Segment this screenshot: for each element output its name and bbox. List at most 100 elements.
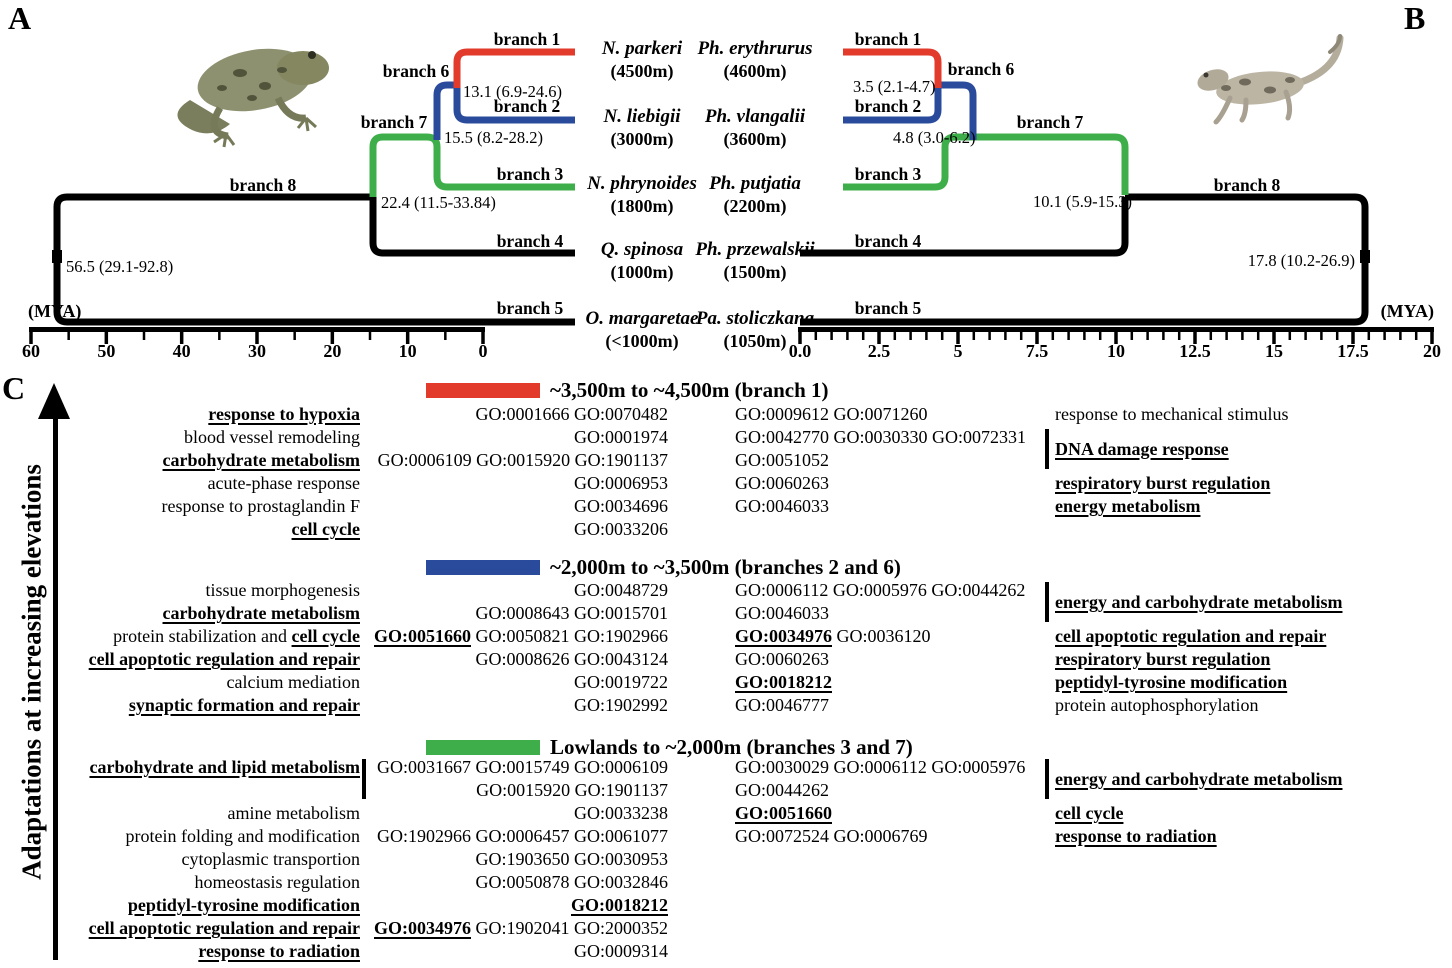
frog-photo xyxy=(177,48,329,148)
emphasized-term: carbohydrate metabolism xyxy=(162,603,360,623)
elevation-color-swatch xyxy=(426,383,540,398)
plain-term: cytoplasmic transportion xyxy=(181,849,360,869)
species-label-b-4: Ph. przewalskii (1500m) xyxy=(670,239,840,283)
go-category-label: tissue morphogenesis xyxy=(58,579,361,602)
species-elevation: (3600m) xyxy=(723,129,787,149)
go-codes-mid: GO:0046777 xyxy=(735,694,1047,717)
elevation-group-title: ~2,000m to ~3,500m (branches 2 and 6) xyxy=(550,555,901,579)
go-category-label-right: energy and carbohydrate metabolism xyxy=(1055,591,1452,614)
go-category-label: acute-phase response xyxy=(58,472,360,495)
plain-term: protein autophosphorylation xyxy=(1055,695,1259,715)
tree-b-axis-minor-tick xyxy=(925,332,928,340)
tree-b-axis-minor-tick xyxy=(1146,332,1149,340)
tree-b-axis-major-tick xyxy=(1430,332,1434,344)
tree-b-axis-tick-label: 7.5 xyxy=(1026,341,1049,361)
go-codes-left: GO:0031667 GO:0015749 GO:0006109 xyxy=(368,756,668,779)
go-category-label-right: energy metabolism xyxy=(1055,495,1452,518)
go-codes-left: GO:0008643 GO:0015701 xyxy=(368,602,669,625)
go-category-label: response to prostaglandin F xyxy=(58,495,360,518)
emphasized-term: response to radiation xyxy=(198,941,360,961)
tree-b-branch-7-label: branch 7 xyxy=(1017,112,1084,132)
species-name: Q. spinosa xyxy=(600,239,684,260)
tree-a-axis-tick-label: 0 xyxy=(479,341,488,361)
tree-b-axis-minor-tick xyxy=(1320,332,1323,340)
plain-term: acute-phase response xyxy=(207,473,360,493)
emphasized-term: energy and carbohydrate metabolism xyxy=(1055,768,1343,789)
emphasized-term: respiratory burst regulation xyxy=(1055,649,1271,669)
tree-b-axis-major-tick xyxy=(1035,332,1039,344)
plain-term: GO:0046033 xyxy=(735,603,829,623)
go-category-label: cell apoptotic regulation and repair xyxy=(58,917,360,940)
tree-b-axis-minor-tick xyxy=(1225,332,1228,340)
species-elevation: (1500m) xyxy=(723,262,787,282)
tree-a-axis-tick-label: 60 xyxy=(22,341,40,361)
emphasized-term: cell apoptotic regulation and repair xyxy=(88,918,360,938)
plain-term: GO:0033206 xyxy=(574,519,668,539)
tree-a-axis-minor-tick xyxy=(293,332,296,340)
species-label-b-2: Ph. vlangalii (3600m) xyxy=(670,106,840,150)
emphasized-term: cell cycle xyxy=(291,519,360,539)
emphasized-term: cell apoptotic regulation and repair xyxy=(88,649,360,669)
tree-b-axis-minor-tick xyxy=(893,332,897,340)
plain-term: GO:0050821 GO:1902966 xyxy=(471,626,669,646)
go-codes-left: GO:0034976 GO:1902041 GO:2000352 xyxy=(368,917,668,940)
emphasized-term: carbohydrate and lipid metabolism xyxy=(89,757,360,777)
tree-b-axis-minor-tick xyxy=(1098,332,1102,340)
plain-term: calcium mediation xyxy=(226,672,360,692)
species-elevation: (2200m) xyxy=(723,196,787,216)
plain-term: GO:0050878 GO:0032846 xyxy=(475,872,669,892)
species-elevation: (1050m) xyxy=(723,331,787,351)
tree-a-axis-line xyxy=(29,327,485,332)
go-codes-left: GO:0018212 xyxy=(368,894,668,917)
tree-b-axis-minor-tick xyxy=(909,332,912,340)
tree-a-axis-major-tick xyxy=(104,332,109,344)
species-name: Ph. erythrurus xyxy=(697,38,813,59)
tree-a-branch-6-label: branch 6 xyxy=(383,61,450,81)
go-category-label-right: response to mechanical stimulus xyxy=(1055,403,1452,426)
go-category-label: synaptic formation and repair xyxy=(58,694,360,717)
go-codes-mid: GO:0051052 xyxy=(735,449,1047,472)
tree-b-axis-minor-tick xyxy=(1399,332,1402,340)
elevation-axis-label: Adaptations at increasing elevations xyxy=(16,464,47,880)
tree-b-branch-8-label: branch 8 xyxy=(1214,175,1281,195)
go-codes-left: GO:0001666 GO:0070482 xyxy=(368,403,669,426)
plain-term: GO:0072524 GO:0006769 xyxy=(735,826,928,846)
plain-term: GO:1903650 GO:0030953 xyxy=(475,849,669,869)
emphasized-term: GO:0034976 xyxy=(735,626,832,646)
plain-term: GO:0048729 xyxy=(574,580,668,600)
plain-term: tissue morphogenesis xyxy=(205,580,361,600)
go-codes-left: GO:0034696 xyxy=(368,495,668,518)
tree-b-axis-line xyxy=(798,327,1434,332)
go-codes-left: GO:0033206 xyxy=(368,518,668,541)
species-label-b-5: Pa. stoliczkana (1050m) xyxy=(670,308,840,352)
tree-b-branch-6-label: branch 6 xyxy=(948,59,1015,79)
tree-a-red-branch xyxy=(453,48,575,88)
tree-a-axis-minor-tick xyxy=(444,332,447,340)
plain-term: GO:0006953 xyxy=(574,473,668,493)
elevation-color-swatch xyxy=(426,740,540,755)
species-elevation: (1000m) xyxy=(610,262,674,282)
tree-a-axis-major-tick xyxy=(405,332,410,344)
group-bracket-bar xyxy=(1045,582,1049,622)
go-codes-left: GO:0009314 xyxy=(368,940,668,963)
go-category-label: response to hypoxia xyxy=(58,403,360,426)
species-label-a-3: N. phrynoides (1800m) xyxy=(557,173,727,217)
go-codes-mid: GO:0006112 GO:0005976 GO:0044262 xyxy=(735,579,1047,602)
tree-b-red-branch xyxy=(843,48,942,88)
emphasized-term: GO:0051660 xyxy=(735,803,832,823)
emphasized-term: energy and carbohydrate metabolism xyxy=(1055,591,1343,612)
plain-term: GO:1902041 GO:2000352 xyxy=(471,918,669,938)
plain-term: GO:0044262 xyxy=(735,780,829,800)
go-category-label-right: DNA damage response xyxy=(1055,438,1452,461)
go-codes-left: GO:0019722 xyxy=(368,671,668,694)
go-codes-mid: GO:0009612 GO:0071260 xyxy=(735,403,1047,426)
plain-term: response to prostaglandin F xyxy=(161,496,360,516)
tree-b-axis-major-tick xyxy=(956,332,960,344)
plain-term: GO:0051052 xyxy=(735,450,829,470)
plain-term: GO:0033238 xyxy=(574,803,668,823)
elevation-arrow-head xyxy=(38,383,70,419)
species-elevation: (1800m) xyxy=(610,196,674,216)
plain-term: GO:1902966 GO:0006457 GO:0061077 xyxy=(377,826,668,846)
go-codes-left: GO:0051660 GO:0050821 GO:1902966 xyxy=(368,625,668,648)
